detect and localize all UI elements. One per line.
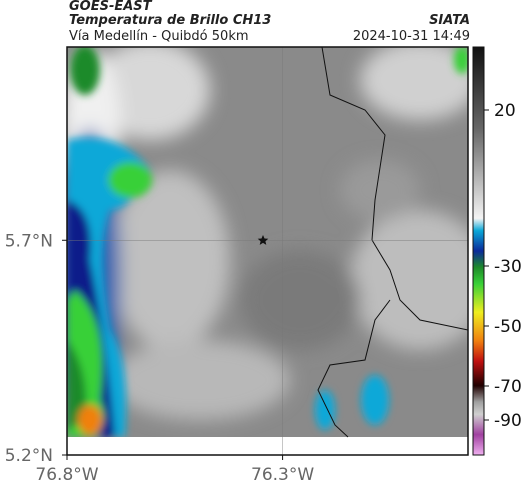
lat-tick-label: 5.7°N bbox=[5, 231, 53, 251]
map-frame bbox=[66, 46, 469, 456]
colorbar bbox=[472, 46, 485, 456]
colorbar-tick-label: -70 bbox=[494, 377, 522, 397]
lon-tick-label: 76.3°W bbox=[251, 465, 314, 485]
lon-tick-label: 76.8°W bbox=[35, 465, 98, 485]
colorbar-tick-label: -30 bbox=[494, 257, 522, 277]
region: Vía Medellín - Quibdó 50km bbox=[69, 29, 249, 44]
lat-tick-label: 5.2°N bbox=[5, 446, 53, 466]
source: SIATA bbox=[429, 13, 470, 28]
colorbar-tick-label: 20 bbox=[494, 101, 516, 121]
station-marker bbox=[257, 235, 269, 245]
product: Temperatura de Brillo CH13 bbox=[69, 13, 271, 28]
colorbar-tick-label: -50 bbox=[494, 317, 522, 337]
timestamp: 2024-10-31 14:49 bbox=[353, 29, 470, 44]
colorbar-tick-label: -90 bbox=[494, 411, 522, 431]
satellite: GOES-EAST bbox=[69, 0, 153, 14]
imagery bbox=[67, 47, 468, 455]
